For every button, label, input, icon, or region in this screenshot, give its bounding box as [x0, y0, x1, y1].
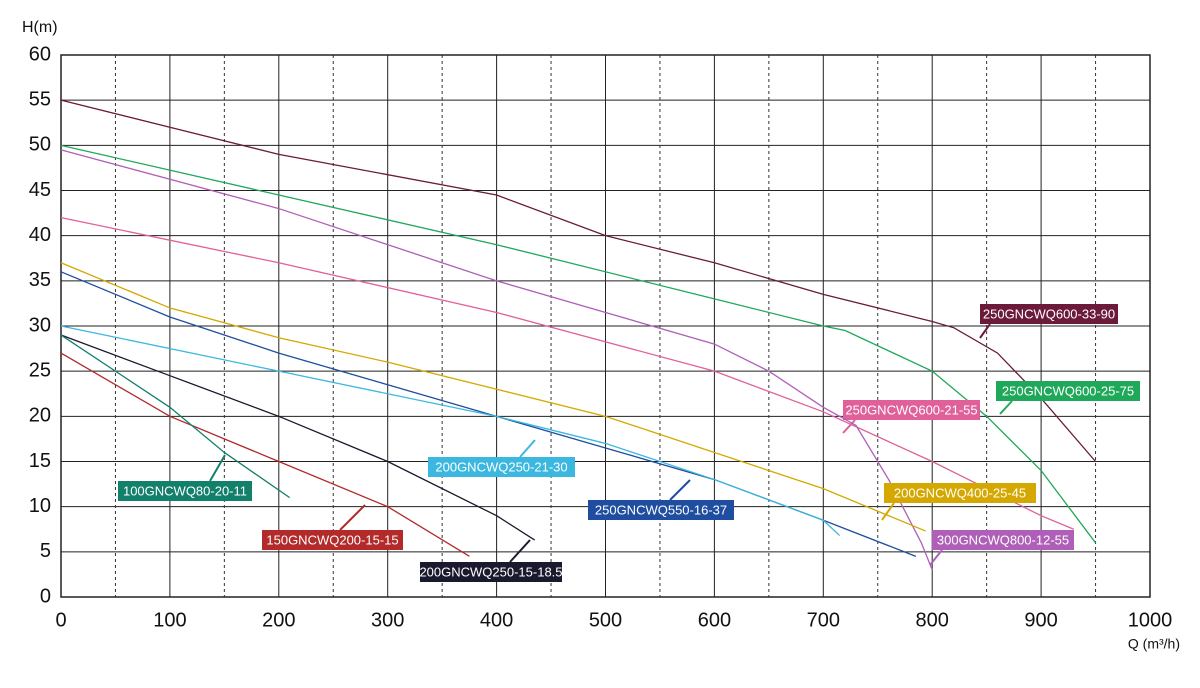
label-box [428, 457, 575, 477]
x-tick-label: 600 [698, 609, 731, 631]
label-leader [509, 539, 531, 563]
label-leader [209, 454, 226, 482]
label-box [932, 530, 1074, 550]
series-label: 200GNCWQ400-25-45 [894, 485, 1026, 500]
y-tick-label: 20 [29, 405, 51, 427]
x-tick-label: 0 [55, 609, 66, 631]
label-box [420, 562, 562, 582]
label-leader [519, 439, 536, 458]
x-tick-label: 400 [480, 609, 513, 631]
label-leader [339, 504, 366, 531]
y-tick-label: 5 [40, 540, 51, 562]
label-leader [979, 323, 991, 339]
series-label: 250GNCWQ600-25-75 [1002, 383, 1134, 398]
y-tick-label: 25 [29, 359, 51, 381]
series-label: 300GNCWQ800-12-55 [937, 532, 1069, 547]
series-label: 250GNCWQ550-16-37 [595, 502, 727, 517]
label-box [118, 481, 252, 501]
label-leader [669, 479, 691, 501]
x-tick-label: 900 [1024, 609, 1057, 631]
label-leader [881, 502, 895, 521]
series-line [60, 334, 291, 499]
label-box [843, 400, 980, 420]
y-tick-label: 50 [29, 134, 51, 156]
y-tick-label: 35 [29, 269, 51, 291]
y-tick-label: 0 [40, 585, 51, 607]
series-line [60, 144, 1097, 544]
x-tick-label: 500 [589, 609, 622, 631]
y-tick-label: 60 [29, 43, 51, 65]
label-box [588, 500, 734, 520]
label-leader [929, 549, 943, 566]
series-line [60, 352, 470, 557]
x-tick-label: 800 [916, 609, 949, 631]
series-label: 200GNCWQ250-15-18.5 [419, 564, 562, 579]
series-line [60, 99, 1097, 462]
series-label: 100GNCWQ80-20-11 [123, 483, 247, 498]
label-box [262, 530, 403, 550]
label-leader [999, 400, 1013, 415]
y-tick-label: 40 [29, 224, 51, 246]
series-line [60, 334, 536, 541]
y-tick-label: 15 [29, 450, 51, 472]
series-label: 250GNCWQ600-33-90 [983, 306, 1115, 321]
label-leader [842, 419, 856, 434]
x-tick-label: 100 [153, 609, 186, 631]
y-axis-label: H(m) [22, 19, 58, 36]
y-tick-label: 30 [29, 314, 51, 336]
x-tick-label: 700 [807, 609, 840, 631]
label-box [996, 381, 1140, 401]
label-box [884, 483, 1036, 503]
series-label: 250GNCWQ600-21-55 [845, 402, 977, 417]
y-tick-label: 10 [29, 495, 51, 517]
x-axis-label: Q (m³/h) [1128, 636, 1180, 652]
x-tick-label: 200 [262, 609, 295, 631]
label-box [980, 304, 1118, 324]
y-tick-label: 45 [29, 179, 51, 201]
y-tick-label: 55 [29, 88, 51, 110]
x-tick-label: 1000 [1128, 609, 1173, 631]
series-line [60, 149, 933, 571]
series-label: 200GNCWQ250-21-30 [435, 459, 567, 474]
series-label: 150GNCWQ200-15-15 [266, 532, 398, 547]
x-tick-label: 300 [371, 609, 404, 631]
series-line [60, 325, 841, 537]
series-line [60, 216, 1075, 530]
series-line [60, 262, 926, 532]
